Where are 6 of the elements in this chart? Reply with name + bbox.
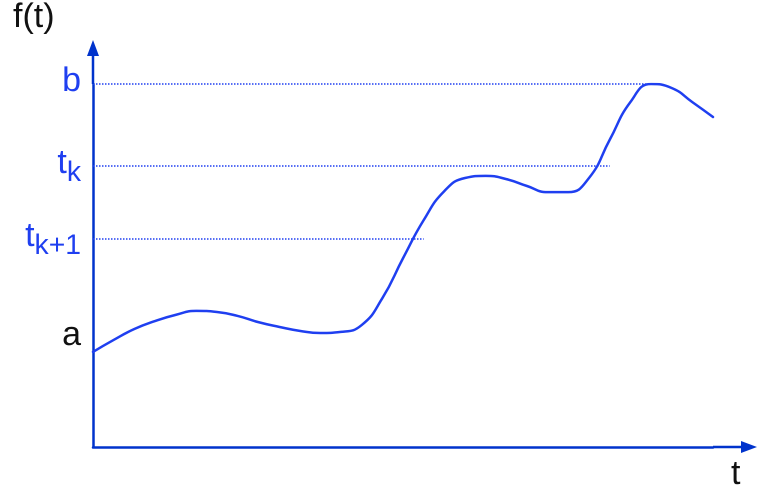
ref-line-label: t$_{k}$ <box>57 143 81 190</box>
ref-line-label: b <box>62 61 81 99</box>
ref-line-label: t$_{k+1}$ <box>25 216 81 263</box>
y-axis-title: f(t) <box>13 0 55 35</box>
x-axis-title: t <box>731 454 740 491</box>
text: a <box>62 314 81 353</box>
